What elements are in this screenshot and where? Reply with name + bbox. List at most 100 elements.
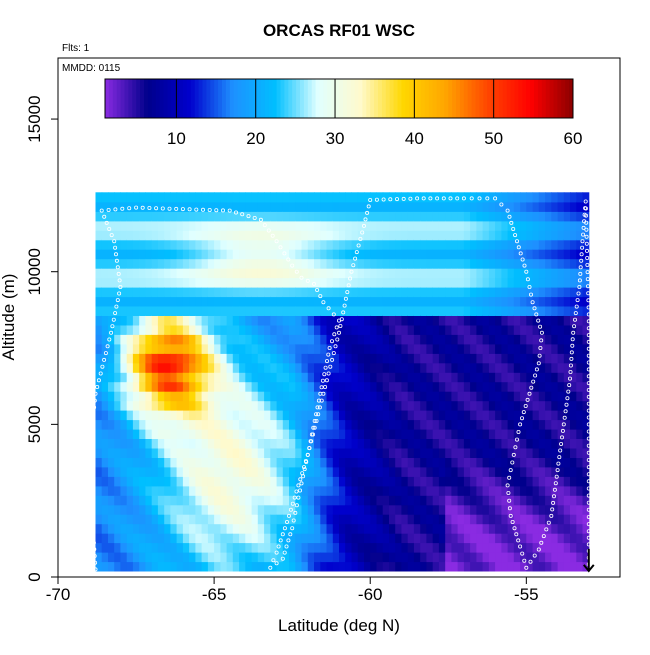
heat-cell	[301, 296, 309, 307]
colorbar: 10 20 30 40 50 60	[104, 78, 582, 148]
heat-cell	[189, 220, 196, 231]
heat-cell	[382, 343, 390, 354]
heat-cell	[582, 466, 590, 477]
track-point	[120, 206, 125, 211]
heat-cell	[314, 391, 321, 402]
heat-cell	[114, 495, 121, 506]
heat-cell	[376, 353, 384, 364]
heat-cell	[214, 324, 221, 335]
heat-cell	[245, 514, 253, 525]
heat-cell	[470, 268, 477, 279]
heat-cell	[339, 324, 346, 335]
heat-cell	[545, 514, 552, 525]
heat-cell	[139, 504, 146, 515]
heat-cell	[420, 391, 427, 402]
colorbar-segment	[471, 79, 476, 118]
heat-cell	[339, 343, 346, 354]
heat-cell	[239, 239, 246, 250]
track-point	[291, 518, 296, 523]
heat-cell	[207, 249, 215, 260]
heat-cell	[376, 561, 384, 572]
heat-cell	[364, 514, 371, 525]
heat-cell	[164, 466, 171, 477]
heat-cell	[276, 504, 284, 515]
heat-cell	[495, 220, 502, 231]
heat-cell	[520, 249, 527, 260]
heat-cell	[470, 400, 477, 411]
heat-cell	[470, 372, 477, 383]
heat-cell	[314, 230, 321, 241]
heat-cell	[182, 315, 190, 326]
heat-cell	[470, 533, 477, 544]
track-point	[315, 405, 320, 410]
track-point	[326, 352, 331, 357]
heat-cell	[432, 552, 440, 563]
heat-cell	[164, 268, 171, 279]
heat-cell	[176, 466, 184, 477]
heat-cell	[270, 400, 278, 411]
heat-cell	[151, 353, 159, 364]
heat-cell	[376, 447, 384, 458]
heat-cell	[232, 381, 240, 392]
track-point	[288, 532, 293, 537]
heat-cell	[201, 561, 209, 572]
heat-cell	[426, 391, 434, 402]
track-point	[322, 372, 327, 377]
heat-cell	[251, 362, 259, 373]
heat-cell	[345, 428, 352, 439]
heat-cell	[476, 552, 484, 563]
heat-cell	[151, 362, 159, 373]
heat-cell	[339, 381, 346, 392]
heat-cell	[282, 258, 290, 269]
heat-cell	[551, 334, 559, 345]
heat-cell	[389, 343, 396, 354]
heat-cell	[438, 362, 446, 373]
heat-cell	[126, 353, 134, 364]
heat-cell	[407, 466, 415, 477]
heat-cell	[445, 201, 452, 212]
track-point	[361, 223, 366, 228]
heat-cell	[120, 277, 128, 288]
heat-cell	[95, 249, 103, 260]
heat-cell	[576, 533, 584, 544]
track-point	[90, 520, 95, 525]
track-point	[338, 323, 343, 328]
heat-cell	[132, 495, 140, 506]
heat-cell	[438, 466, 446, 477]
heat-cell	[376, 343, 384, 354]
heat-cell	[120, 400, 128, 411]
heat-cell	[351, 249, 359, 260]
colorbar-segment	[288, 79, 293, 118]
track-point	[577, 278, 582, 283]
heat-cell	[264, 447, 271, 458]
heat-cell	[526, 400, 534, 411]
heat-cell	[189, 428, 196, 439]
colorbar-segment	[136, 79, 141, 118]
heat-cell	[239, 561, 246, 572]
heat-cell	[495, 523, 502, 534]
heat-cell	[157, 220, 165, 231]
heat-cell	[101, 211, 109, 222]
track-point	[331, 351, 336, 356]
heat-cell	[513, 428, 521, 439]
heat-cell	[282, 466, 290, 477]
heat-cell	[432, 561, 440, 572]
colorbar-segment	[315, 79, 320, 118]
heat-cell	[470, 305, 477, 316]
heat-cell	[120, 211, 128, 222]
heat-cell	[207, 457, 215, 468]
heat-cell	[407, 410, 415, 421]
heat-cell	[257, 211, 265, 222]
heat-cell	[232, 372, 240, 383]
heat-cell	[282, 353, 290, 364]
heat-cell	[132, 211, 140, 222]
heat-cell	[164, 523, 171, 534]
heat-cell	[445, 410, 452, 421]
heat-cell	[495, 533, 502, 544]
heat-cell	[214, 192, 221, 203]
heat-cell	[438, 268, 446, 279]
heat-cell	[245, 268, 253, 279]
heat-cell	[532, 400, 540, 411]
heat-cell	[545, 343, 552, 354]
